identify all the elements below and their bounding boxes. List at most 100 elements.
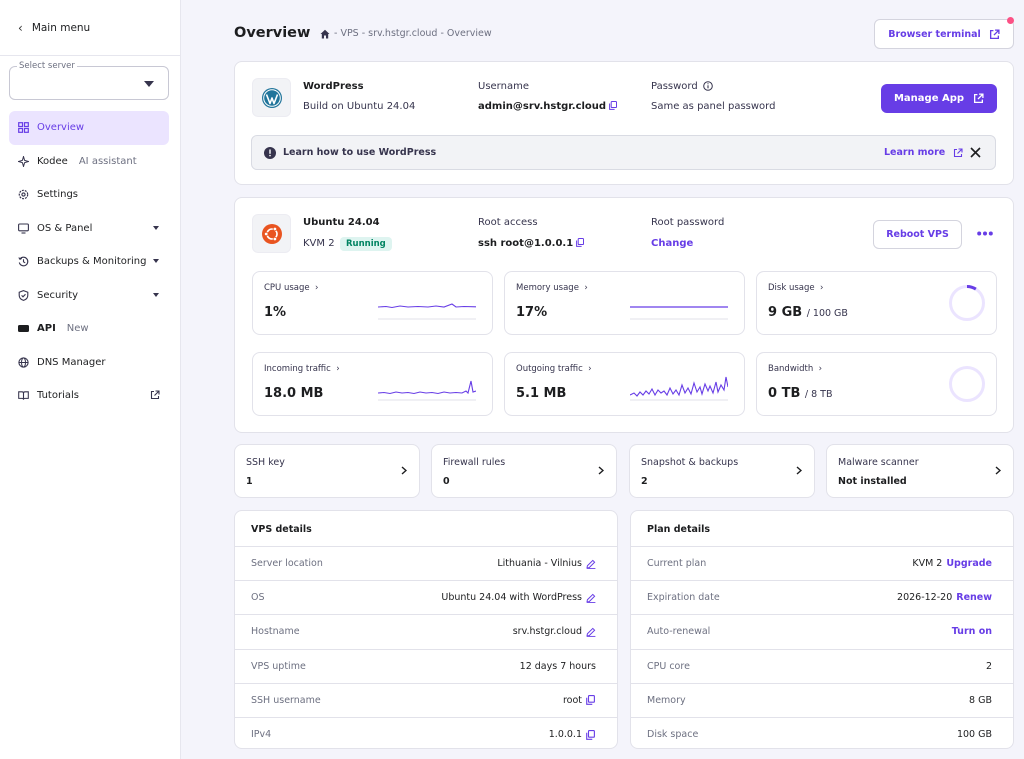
sidebar-item-tutorials[interactable]: Tutorials: [9, 379, 169, 413]
detail-value: 1.0.0.1: [548, 729, 582, 741]
sidebar-item-security[interactable]: Security: [9, 279, 169, 313]
renew-link[interactable]: Renew: [956, 592, 992, 604]
book-icon: [18, 390, 29, 401]
detail-value: root: [562, 694, 582, 706]
sidebar-item-overview[interactable]: Overview: [9, 111, 169, 145]
main-menu-label: Main menu: [31, 21, 91, 34]
disk-usage-value: 9 GB / 100 GB: [768, 305, 848, 320]
memory-usage-link[interactable]: Memory usage ›: [516, 283, 588, 293]
firewall-rules-card[interactable]: Firewall rules 0: [431, 444, 617, 498]
cpu-usage-tile: CPU usage › 1%: [252, 271, 493, 335]
detail-key: VPS uptime: [251, 660, 306, 672]
server-select[interactable]: Select server: [9, 61, 169, 100]
detail-key: Hostname: [251, 626, 300, 638]
home-icon[interactable]: [320, 29, 330, 39]
password-value: Same as panel password: [651, 101, 776, 112]
sidebar-item-sublabel: AI assistant: [78, 155, 137, 167]
grid-icon: [18, 122, 29, 134]
sidebar-item-backups-monitoring[interactable]: Backups & Monitoring: [9, 245, 169, 279]
sidebar-item-label: DNS Manager: [37, 356, 106, 368]
page-title: Overview: [234, 25, 311, 41]
cpu-usage-link[interactable]: CPU usage ›: [264, 283, 319, 293]
detail-row-current-plan: Current plan KVM 2 Upgrade: [631, 546, 1013, 580]
bandwidth-link[interactable]: Bandwidth ›: [768, 364, 823, 374]
sidebar-nav: Overview Kodee AI assistant Settings OS …: [0, 111, 180, 413]
detail-row-ssh-username: SSH username root: [235, 682, 617, 717]
ssh-key-card[interactable]: SSH key 1: [234, 444, 420, 498]
vps-plan: KVM 2: [303, 238, 335, 249]
memory-usage-tile: Memory usage › 17%: [504, 271, 745, 335]
detail-value-wrap: 12 days 7 hours: [520, 661, 596, 672]
external-link-icon: [150, 390, 160, 400]
snapshot-backups-card[interactable]: Snapshot & backups 2: [629, 444, 815, 498]
sidebar-item-label: Kodee: [37, 155, 68, 167]
chevron-right-icon: [598, 466, 604, 475]
chevron-right-icon: [796, 466, 802, 475]
bandwidth-ring: [949, 366, 985, 402]
reboot-vps-button[interactable]: Reboot VPS: [873, 220, 962, 249]
upgrade-link[interactable]: Upgrade: [946, 558, 992, 570]
vps-os-name: Ubuntu 24.04: [303, 217, 380, 228]
ssh-key-count: 1: [246, 476, 253, 487]
sidebar-item-dns-manager[interactable]: DNS Manager: [9, 346, 169, 380]
app-name: WordPress: [303, 81, 364, 92]
main-menu-button[interactable]: ‹ Main menu: [0, 0, 180, 56]
disk-usage-label: Disk usage: [768, 283, 815, 293]
external-link-icon: [973, 93, 984, 104]
copy-icon[interactable]: [586, 695, 596, 706]
close-icon[interactable]: [970, 147, 981, 158]
sidebar-item-api[interactable]: API New: [9, 312, 169, 346]
turn-on-link[interactable]: Turn on: [951, 626, 992, 638]
incoming-traffic-link[interactable]: Incoming traffic ›: [264, 364, 340, 374]
password-label-wrap: Password: [651, 81, 713, 92]
learn-more-link[interactable]: Learn more: [884, 147, 963, 158]
username-value: admin@srv.hstgr.cloud: [478, 101, 618, 112]
malware-scanner-card[interactable]: Malware scanner Not installed: [826, 444, 1014, 498]
snapshot-backups-label: Snapshot & backups: [641, 457, 739, 468]
bandwidth-used: 0 TB: [768, 386, 801, 401]
change-password-link[interactable]: Change: [651, 238, 694, 249]
cpu-usage-value: 1%: [264, 305, 287, 320]
sidebar-item-os-panel[interactable]: OS & Panel: [9, 212, 169, 246]
outgoing-traffic-link[interactable]: Outgoing traffic ›: [516, 364, 592, 374]
memory-usage-value: 17%: [516, 305, 548, 320]
browser-terminal-button[interactable]: Browser terminal: [874, 19, 1014, 49]
detail-row-os: OS Ubuntu 24.04 with WordPress: [235, 580, 617, 614]
pencil-icon[interactable]: [586, 593, 596, 603]
manage-app-button[interactable]: Manage App: [881, 84, 997, 113]
cpu-usage-label: CPU usage: [264, 283, 310, 293]
sidebar-item-sublabel: New: [66, 323, 89, 335]
disk-usage-link[interactable]: Disk usage ›: [768, 283, 824, 293]
copy-icon[interactable]: [576, 238, 585, 247]
detail-key: SSH username: [251, 694, 321, 706]
status-badge: Running: [340, 237, 392, 251]
ubuntu-logo-icon: [252, 214, 291, 253]
pencil-icon[interactable]: [586, 627, 596, 637]
plan-details-title: Plan details: [647, 524, 711, 535]
learn-more-label: Learn more: [884, 147, 946, 158]
info-icon[interactable]: [703, 81, 713, 91]
info-banner-text: Learn how to use WordPress: [283, 147, 437, 158]
copy-icon[interactable]: [609, 101, 618, 110]
more-options-icon[interactable]: [977, 231, 993, 236]
copy-icon[interactable]: [586, 729, 596, 740]
detail-value-wrap: KVM 2 Upgrade: [912, 558, 992, 569]
pencil-icon[interactable]: [586, 559, 596, 569]
outgoing-traffic-tile: Outgoing traffic › 5.1 MB: [504, 352, 745, 416]
detail-value-wrap: Turn on: [952, 626, 992, 637]
sidebar-item-kodee[interactable]: Kodee AI assistant: [9, 145, 169, 179]
wordpress-logo-icon: [252, 78, 291, 117]
sidebar-item-label: Security: [37, 289, 79, 301]
incoming-traffic-value: 18.0 MB: [264, 386, 324, 401]
sparkle-icon: [18, 155, 29, 167]
chevron-left-icon: ‹: [18, 20, 23, 35]
firewall-rules-count: 0: [443, 476, 450, 487]
detail-row-auto-renewal: Auto-renewal Turn on: [631, 614, 1013, 648]
outgoing-sparkline: [630, 376, 728, 401]
wordpress-info-banner: Learn how to use WordPress Learn more: [251, 135, 996, 170]
sidebar-item-settings[interactable]: Settings: [9, 178, 169, 212]
vps-details-title: VPS details: [251, 524, 312, 535]
sidebar-item-label: OS & Panel: [37, 222, 93, 234]
breadcrumb-path[interactable]: - VPS - srv.hstgr.cloud - Overview: [334, 28, 492, 39]
detail-value: Lithuania - Vilnius: [497, 558, 582, 570]
